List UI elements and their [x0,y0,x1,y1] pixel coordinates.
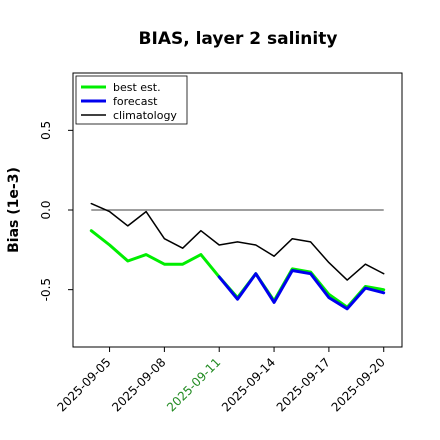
x-tick-label: 2025-09-08 [109,355,168,414]
y-tick-label: 0.5 [39,121,53,140]
y-tick-label: -0.5 [39,278,53,301]
series-line-climatology [90,202,385,281]
legend-label: best est. [113,81,161,94]
legend-label: forecast [113,95,158,108]
x-tick-label: 2025-09-14 [219,355,278,414]
y-axis-label: Bias (1e-3) [6,167,22,253]
series-line-forecast [217,269,386,311]
legend-label: climatology [113,109,177,122]
x-tick-label: 2025-09-17 [274,355,333,414]
x-tick-label: 2025-09-05 [54,355,113,414]
y-tick-label: 0.0 [39,200,53,219]
chart-title: BIAS, layer 2 salinity [139,29,338,49]
x-tick-label: 2025-09-11 [164,355,223,414]
x-tick-label: 2025-09-20 [329,355,388,414]
